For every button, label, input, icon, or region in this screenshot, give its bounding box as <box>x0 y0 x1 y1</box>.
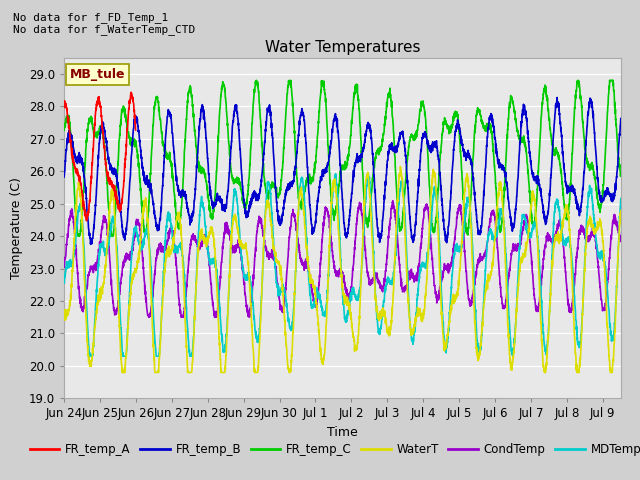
Y-axis label: Temperature (C): Temperature (C) <box>10 177 23 279</box>
Text: No data for f_FD_Temp_1: No data for f_FD_Temp_1 <box>13 12 168 23</box>
Legend: FR_temp_A, FR_temp_B, FR_temp_C, WaterT, CondTemp, MDTemp_A: FR_temp_A, FR_temp_B, FR_temp_C, WaterT,… <box>25 438 640 461</box>
Title: Water Temperatures: Water Temperatures <box>265 40 420 55</box>
Text: MB_tule: MB_tule <box>70 68 125 81</box>
X-axis label: Time: Time <box>327 426 358 439</box>
Text: No data for f_WaterTemp_CTD: No data for f_WaterTemp_CTD <box>13 24 195 35</box>
